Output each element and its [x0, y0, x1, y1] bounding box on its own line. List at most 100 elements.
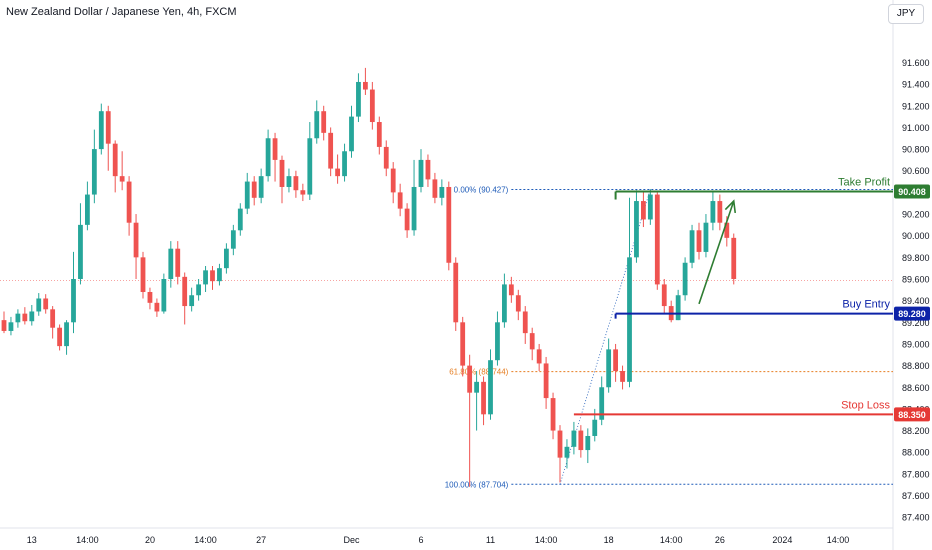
- projection-arrow-head: [724, 199, 737, 214]
- y-tick-label: 90.200: [902, 210, 930, 220]
- y-tick-label: 91.000: [902, 123, 930, 133]
- candle-body: [224, 248, 229, 269]
- candle-body: [592, 419, 598, 436]
- y-tick-label: 91.200: [902, 101, 930, 111]
- fib-level-label: 61.80% (88.744): [449, 368, 508, 377]
- candle-body: [8, 322, 14, 331]
- candle-body: [578, 430, 584, 451]
- candle-body: [64, 322, 69, 347]
- x-tick-label: 14:00: [660, 535, 683, 545]
- candle-body: [689, 230, 695, 263]
- candle-body: [189, 295, 195, 307]
- candle-body: [91, 149, 97, 195]
- candle-body: [529, 333, 535, 350]
- candle-body: [418, 159, 424, 187]
- symbol-title: New Zealand Dollar / Japanese Yen, 4h, F…: [6, 6, 237, 18]
- candle-body: [703, 222, 709, 252]
- price-tag-label: 90.408: [898, 187, 926, 197]
- y-tick-label: 88.000: [902, 448, 930, 458]
- y-tick-label: 89.800: [902, 253, 930, 263]
- candle-body: [363, 81, 368, 90]
- fib-level-label: 0.00% (90.427): [454, 185, 509, 194]
- candle-body: [105, 111, 111, 144]
- candle-body: [696, 230, 702, 252]
- candle-body: [571, 430, 577, 447]
- y-tick-label: 91.400: [902, 80, 930, 90]
- candle-body: [175, 248, 181, 277]
- y-tick-label: 87.600: [902, 491, 930, 501]
- candle-body: [50, 309, 56, 328]
- candle-body: [349, 116, 354, 152]
- candle-body: [495, 322, 500, 361]
- y-tick-label: 90.000: [902, 231, 930, 241]
- x-tick-label: 14:00: [535, 535, 558, 545]
- y-tick-label: 90.600: [902, 166, 930, 176]
- candle-body: [383, 146, 389, 169]
- candle-body: [112, 143, 118, 177]
- x-tick-label: 2024: [772, 535, 792, 545]
- candle-body: [432, 179, 438, 198]
- currency-button[interactable]: JPY: [888, 4, 924, 24]
- x-tick-label: 27: [256, 535, 266, 545]
- candle-body: [682, 262, 688, 296]
- candle-body: [237, 208, 243, 231]
- x-tick-label: 20: [145, 535, 155, 545]
- y-tick-label: 89.400: [902, 296, 930, 306]
- candle-body: [731, 237, 737, 279]
- candle-body: [140, 257, 146, 292]
- candle-body: [439, 186, 445, 198]
- candle-body: [397, 192, 403, 209]
- candle-body: [293, 176, 299, 191]
- price-tag: [894, 407, 930, 422]
- candle-body: [522, 311, 528, 334]
- candle-body: [251, 181, 257, 198]
- price-tag: [894, 306, 930, 321]
- candle-body: [369, 89, 375, 123]
- candle-body: [161, 279, 167, 312]
- candle-body: [515, 295, 521, 312]
- time-axis[interactable]: 13 14:00 20 14:00 27 Dec 6 11 14:00 18 14:00 26 2024…: [0, 527, 893, 545]
- candle-body: [57, 327, 62, 347]
- candle-body: [620, 371, 625, 382]
- candle-body: [307, 138, 313, 195]
- y-tick-label: 87.400: [902, 513, 930, 523]
- y-tick-label: 90.800: [902, 145, 930, 155]
- candle-body: [717, 201, 723, 223]
- candle-body: [36, 298, 42, 312]
- candle-body: [467, 365, 473, 393]
- candle-body: [585, 435, 591, 451]
- candle-body: [286, 176, 292, 187]
- candle-body: [168, 248, 174, 279]
- price-axis[interactable]: 91.600 91.400 91.200 91.000 90.800 90.600 90.4…: [892, 0, 930, 550]
- x-tick-label: 13: [27, 535, 37, 545]
- candle-body: [22, 313, 28, 322]
- y-tick-label: 88.600: [902, 383, 930, 393]
- price-tag: [894, 184, 930, 199]
- x-tick-label: 6: [418, 535, 423, 545]
- candle-body: [627, 257, 632, 382]
- candle-body: [502, 284, 507, 323]
- candle-body: [328, 132, 334, 169]
- y-tick-label: 88.200: [902, 426, 930, 436]
- plot-area[interactable]: 0.00% (90.427) 61.80% (88.744) 100.00% (87…: [0, 67, 893, 489]
- candle-body: [300, 190, 306, 195]
- candle-body: [29, 311, 35, 322]
- candle-body: [474, 381, 479, 393]
- candle-body: [488, 360, 493, 415]
- candle-body: [210, 270, 215, 282]
- y-tick-label: 89.600: [902, 275, 930, 285]
- candle-body: [98, 111, 104, 150]
- candle-body: [536, 349, 542, 364]
- x-tick-label: 11: [486, 535, 495, 545]
- candle-body: [675, 295, 681, 321]
- candle-body: [508, 284, 514, 296]
- candle-body: [661, 284, 667, 307]
- y-tick-label: 88.800: [902, 361, 930, 371]
- y-tick-label: 89.000: [902, 339, 930, 349]
- y-tick-label: 91.600: [902, 58, 930, 68]
- candle-body: [154, 302, 160, 312]
- candle-body: [15, 313, 21, 323]
- candle-body: [654, 194, 660, 285]
- candle-body: [182, 276, 188, 307]
